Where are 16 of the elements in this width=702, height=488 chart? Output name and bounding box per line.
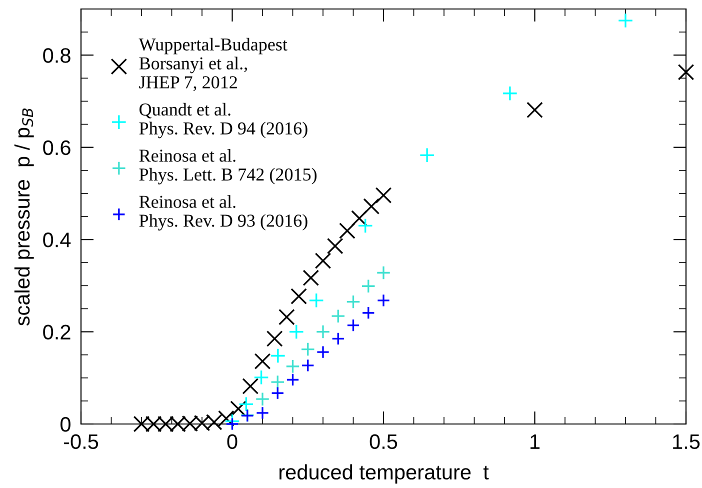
legend-label: Wuppertal-Budapest Borsanyi et al., JHEP 7, 2012 [138,38,288,92]
legend-label: Reinosa et al. Phys. Lett. B 742 (2015) [139,149,317,184]
y-tick-label: 0.6 [43,140,70,156]
x-tick-label: -0.5 [64,434,98,450]
y-axis-title: scaled pressure p / p$_{SB}$ [14,108,34,326]
legend-label: Quandt et al. Phys. Rev. D 94 (2016) [139,102,308,138]
x-tick-label: 1.5 [673,434,700,450]
y-tick-label: 0 [60,417,70,432]
x-tick-label: 1 [530,434,540,449]
y-tick-label: 0.4 [43,232,71,248]
y-tick-label: 0.8 [43,48,70,63]
x-tick-label: 0 [227,434,238,450]
x-axis-title: reduced temperature t [280,464,489,484]
x-tick-label: 0.5 [370,434,398,450]
y-tick-label: 0.2 [43,324,70,340]
legend-label: Reinosa et al. Phys. Rev. D 93 (2016) [139,195,308,230]
